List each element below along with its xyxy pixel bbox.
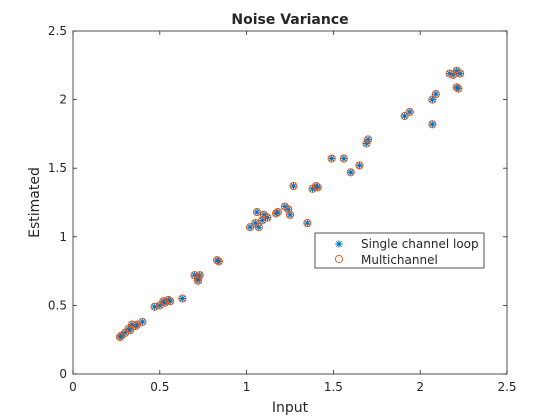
data-point-circle [428,120,437,129]
data-point-asterisk [280,202,289,211]
data-point-circle [303,219,312,228]
data-point-circle [246,223,255,232]
y-tick-label: 0 [59,367,67,381]
data-point-asterisk [253,208,261,216]
data-point-circle [454,84,463,93]
axes-box [72,30,508,375]
data-point-circle [166,297,175,306]
data-point-asterisk [428,120,437,129]
y-tick-label: 1.5 [48,161,67,175]
x-axis-label: Input [272,400,309,416]
x-tick-label: 2.5 [497,380,516,394]
legend-label-single-channel-loop: Single channel loop [361,237,479,251]
data-point-asterisk [405,108,414,116]
legend-asterisk-icon [335,240,343,248]
chart-title: Noise Variance [231,12,348,28]
legend-marker-multichannel [334,254,344,264]
data-point-asterisk [346,168,355,177]
data-point-circle [193,273,203,283]
data-point-asterisk [355,161,364,170]
data-point-circle [272,209,281,218]
ticks: 0 0.5 1 1.5 2 2.5 0 0.5 1 1.5 2 2.5 [48,24,517,394]
x-tick-label: 0.5 [150,380,169,394]
y-tick-label: 2.5 [48,24,67,38]
axes [72,30,508,375]
data-point-circle [252,208,262,217]
data-point-asterisk [340,154,348,163]
data-point-circle [193,276,203,285]
data-point-asterisk [400,112,409,120]
data-point-asterisk [456,69,464,78]
data-point-circle [339,154,348,163]
data-point-circle [178,294,187,303]
data-point-asterisk [327,154,336,163]
y-axis-label: Estimated [27,167,43,238]
x-tick-label: 2 [416,380,424,394]
data-point-asterisk [289,182,298,190]
data-points [115,66,465,342]
series-multichannel [115,66,465,342]
x-tick-label: 0 [69,380,77,394]
data-point-circle [400,112,409,121]
data-point-circle [355,161,364,170]
data-point-circle [452,83,461,92]
data-point-asterisk [364,135,372,144]
legend-marker-single-channel-loop [335,240,343,248]
legend-box [314,232,485,269]
data-point-circle [289,181,298,191]
data-point-circle [431,90,440,99]
y-tick-label: 2 [59,93,67,107]
data-point-circle [254,223,263,232]
data-point-circle [285,210,295,219]
legend-label-multichannel: Multichannel [361,253,438,267]
data-point-circle [127,320,137,329]
data-point-circle [405,107,414,116]
data-point-asterisk [428,95,437,104]
data-point-circle [131,321,140,331]
data-point-circle [311,181,321,191]
y-tick-label: 1 [59,230,67,244]
data-point-asterisk [432,90,440,98]
data-point-circle [346,168,355,177]
data-point-circle [133,320,142,329]
data-point-circle [150,302,159,311]
x-tick-label: 1 [243,380,251,394]
plot-background [73,31,507,374]
data-point-circle [164,295,173,304]
data-point-circle [364,135,373,144]
data-point-circle [258,216,267,225]
data-point-circle [273,208,282,217]
y-tick-label: 0.5 [48,298,67,312]
data-point-circle [213,256,222,265]
data-point-circle [313,183,322,192]
x-tick-label: 1.5 [324,380,343,394]
data-point-circle [362,139,371,148]
data-point-circle [138,317,147,326]
data-point-circle [263,213,272,222]
data-point-circle [126,326,135,335]
data-point-asterisk [246,223,254,231]
data-point-asterisk [178,294,187,303]
legend: Single channel loop Multichannel [314,232,485,269]
data-point-circle [445,69,454,78]
plot-area [73,31,507,374]
data-point-circle [214,257,223,266]
data-point-circle [327,154,336,163]
legend-circle-icon [334,254,344,264]
data-point-circle [115,332,124,342]
data-point-circle [456,69,465,78]
data-point-asterisk [303,219,312,227]
data-point-circle [284,205,293,214]
